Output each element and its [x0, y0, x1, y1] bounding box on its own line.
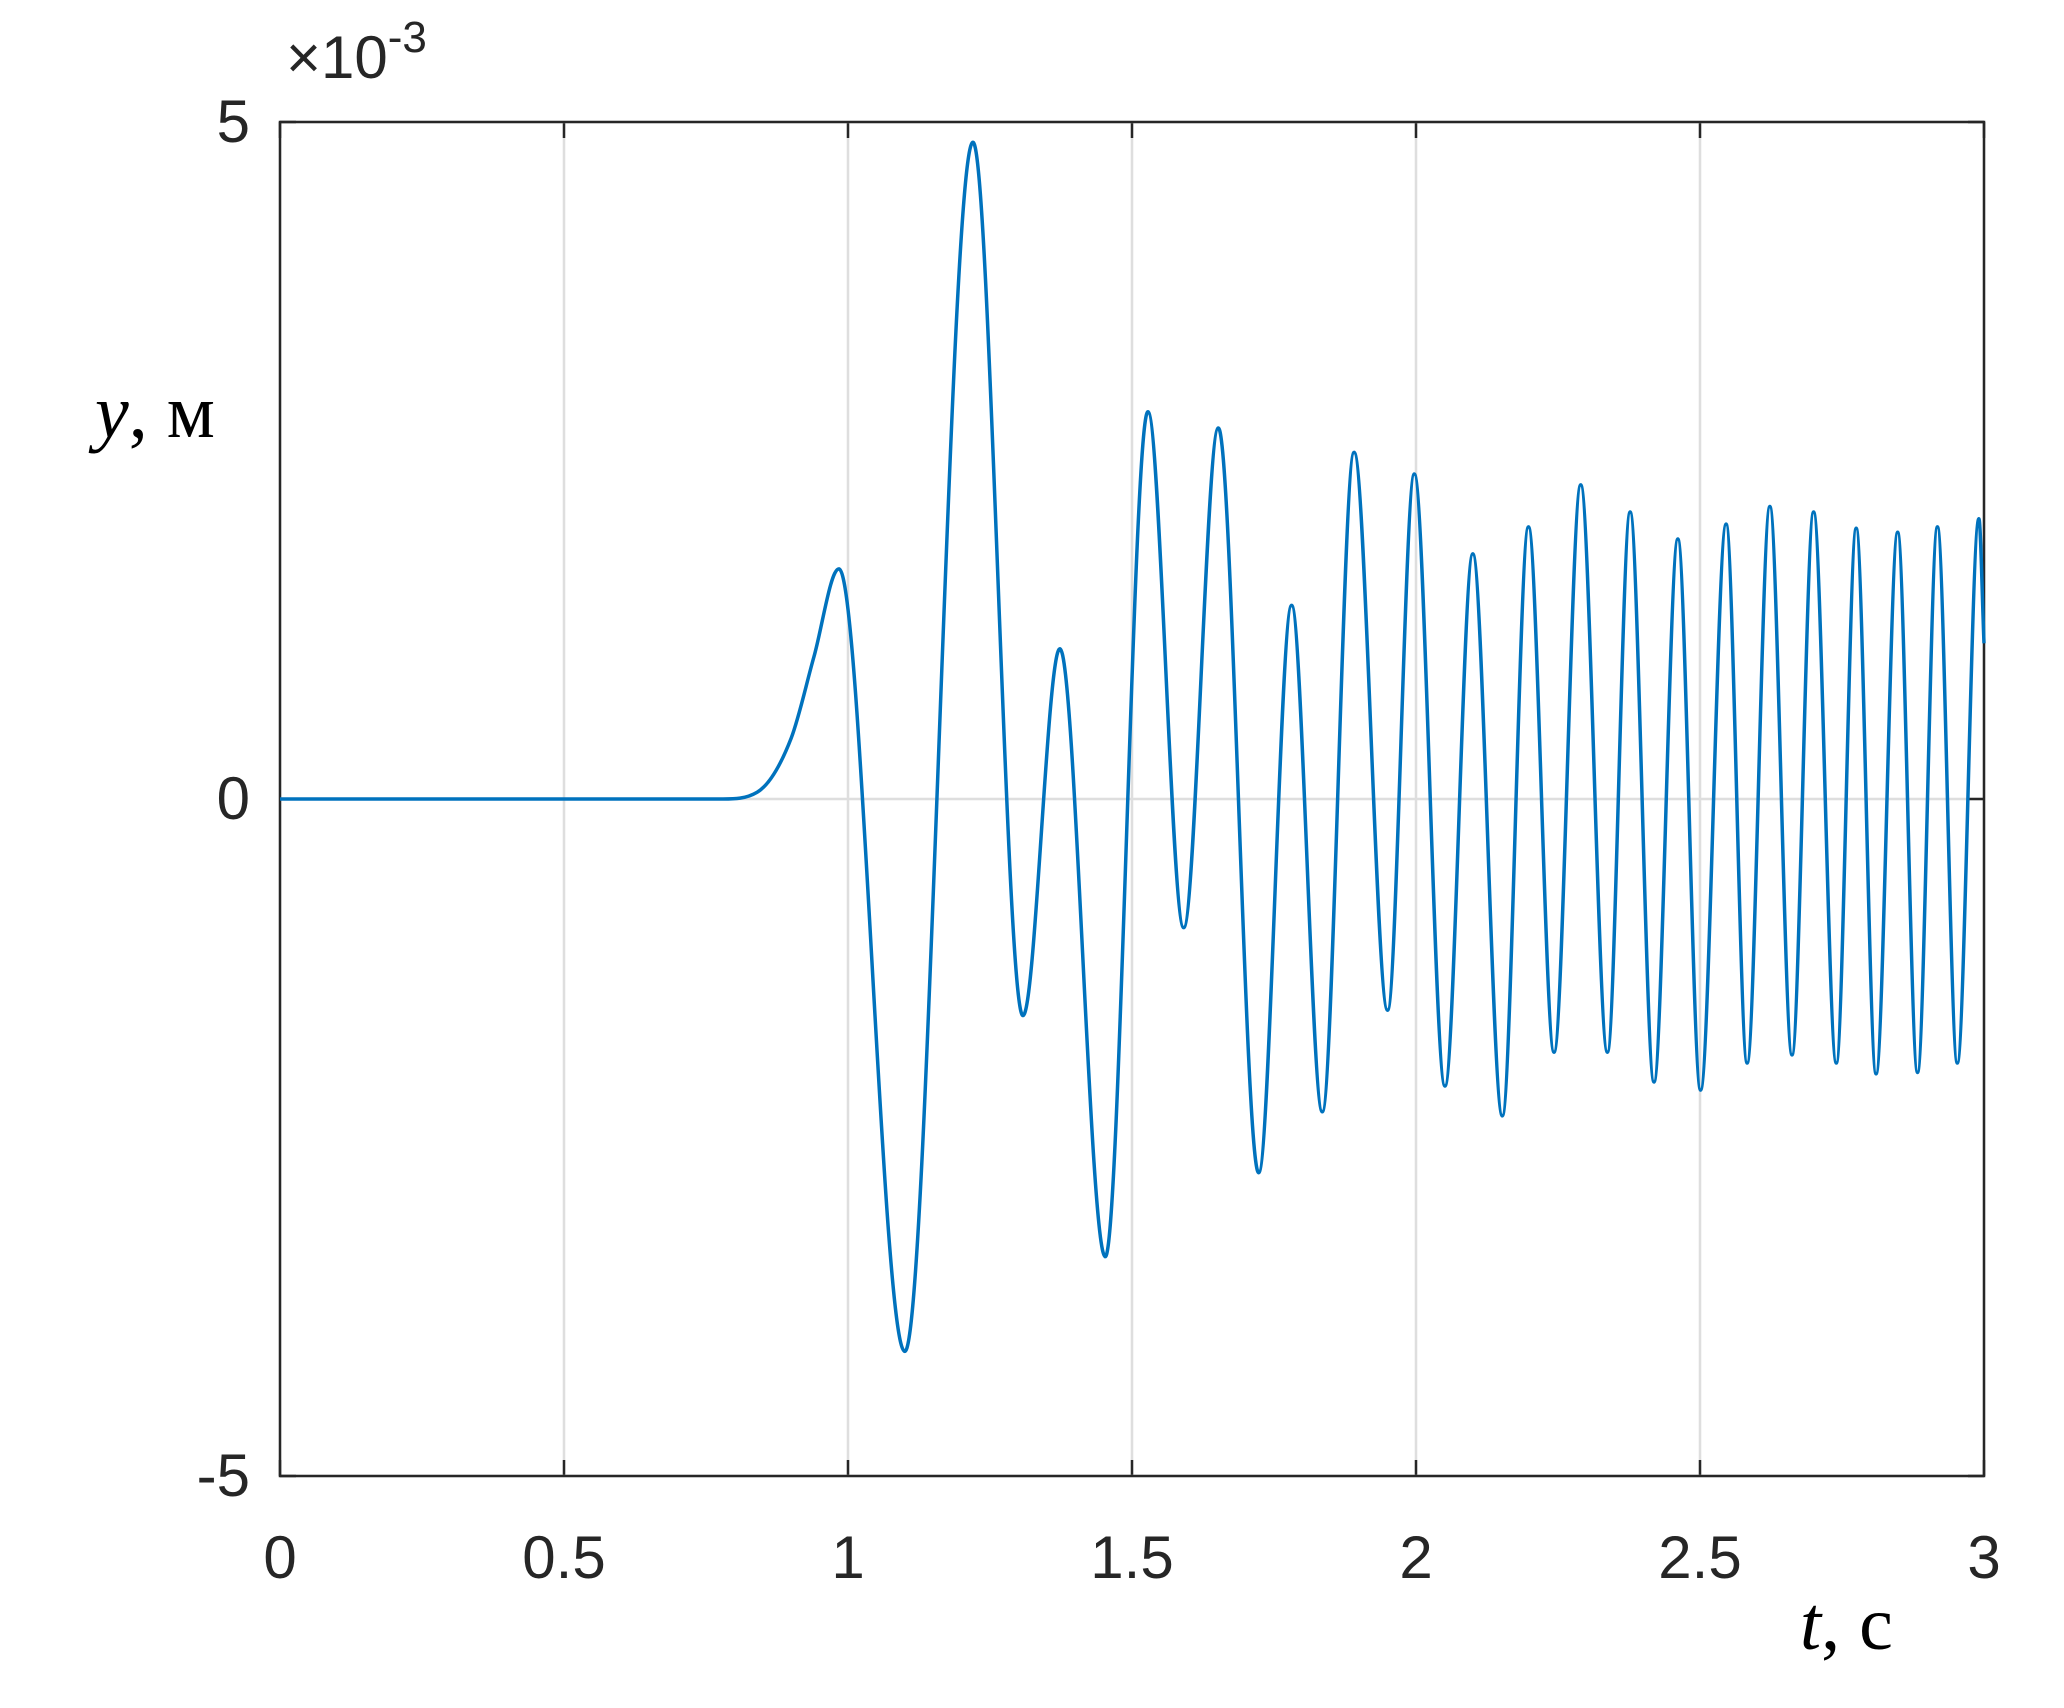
x-axis-label: t, с	[1800, 1582, 1893, 1666]
data-line	[279, 140, 1986, 1354]
x-tick-label: 0	[263, 1524, 296, 1591]
x-tick-label: 2	[1399, 1524, 1432, 1591]
y-label-unit: , м	[129, 370, 215, 454]
x-tick-label: 0.5	[522, 1524, 605, 1591]
y-tick-label: 0	[217, 765, 250, 832]
x-tick-label: 2.5	[1658, 1524, 1741, 1591]
x-tick-label: 3	[1967, 1524, 2000, 1591]
y-multiplier: ×10-3	[286, 13, 427, 91]
multiplier-exponent: -3	[388, 13, 427, 62]
multiplier-base: ×10	[286, 24, 388, 91]
x-tick-label: 1.5	[1090, 1524, 1173, 1591]
y-axis-label: y, м	[88, 370, 215, 454]
x-label-symbol: t	[1800, 1582, 1823, 1666]
y-tick-label: -5	[197, 1442, 250, 1509]
x-label-unit: , с	[1821, 1582, 1893, 1666]
y-label-symbol: y	[88, 370, 129, 454]
x-tick-label: 1	[831, 1524, 864, 1591]
y-tick-label: 5	[217, 88, 250, 155]
